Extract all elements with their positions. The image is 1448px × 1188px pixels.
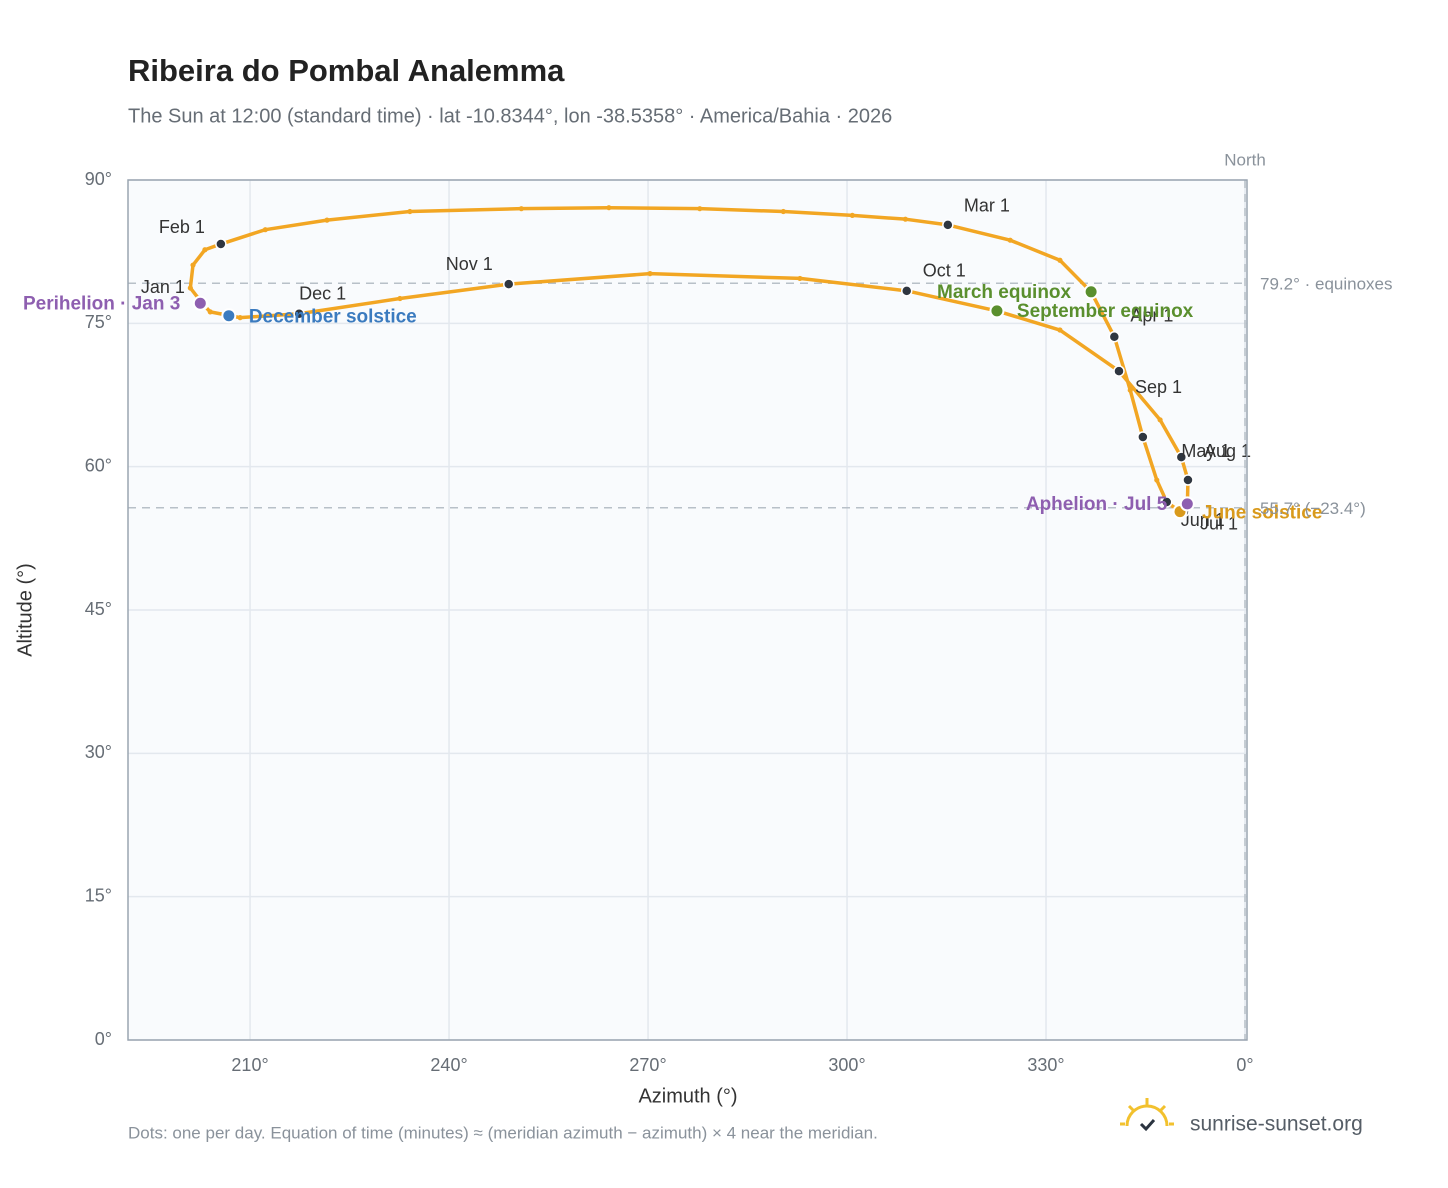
day-dot <box>187 285 193 291</box>
day-dot <box>1127 387 1133 393</box>
y-tick-label: 15° <box>85 885 112 905</box>
day-dot <box>606 205 612 211</box>
event-marker <box>1179 496 1195 512</box>
day-dot <box>407 208 413 215</box>
grid <box>128 179 1247 1041</box>
chart-title: Ribeira do Pombal Analemma <box>128 53 565 88</box>
day-dot <box>797 275 803 282</box>
analemma-line <box>188 205 1190 514</box>
day-dot <box>190 262 196 268</box>
month-marker <box>1175 451 1188 463</box>
y-tick-label: 60° <box>85 455 112 475</box>
day-dot <box>647 271 653 277</box>
day-dot <box>902 216 908 222</box>
y-tick-label: 30° <box>85 742 112 762</box>
event-label: September equinox <box>1017 301 1194 322</box>
y-tick-label: 45° <box>85 599 112 619</box>
month-label: Sep 1 <box>1135 377 1182 397</box>
event-label: December solstice <box>249 307 417 328</box>
day-dot <box>1154 477 1160 483</box>
day-dot <box>780 208 786 215</box>
month-label: Apr 1 <box>1130 305 1173 325</box>
x-tick-label: 240° <box>430 1055 467 1075</box>
month-label: May 1 <box>1181 441 1230 461</box>
month-marker <box>942 219 954 231</box>
month-label: Oct 1 <box>923 261 966 281</box>
day-dot <box>1057 257 1063 263</box>
event-marker <box>221 308 237 324</box>
month-marker <box>215 238 227 250</box>
day-dot <box>849 212 855 218</box>
event-marker <box>192 295 208 311</box>
day-dot <box>697 206 703 212</box>
month-marker <box>1182 474 1194 486</box>
reference-label: 55.7° (−23.4°) <box>1260 499 1366 518</box>
x-tick-label: 0° <box>1236 1055 1253 1075</box>
day-dot <box>324 217 330 223</box>
day-dot <box>397 295 403 302</box>
event-marker <box>989 303 1005 319</box>
month-label: Jul 1 <box>1200 513 1238 533</box>
day-dot <box>262 227 268 233</box>
month-label: Feb 1 <box>159 217 205 237</box>
month-marker <box>1137 431 1149 443</box>
x-tick-label: 300° <box>828 1055 865 1075</box>
day-dot <box>237 315 243 321</box>
x-axis-label: Azimuth (°) <box>638 1085 737 1107</box>
day-dot <box>1157 417 1163 423</box>
y-tick-label: 90° <box>85 169 112 189</box>
brand: sunrise-sunset.org <box>1190 1113 1363 1136</box>
day-dot <box>207 309 213 315</box>
month-label: Jun 1 <box>1181 510 1225 530</box>
day-dot <box>1007 237 1013 243</box>
north-label: North <box>1224 150 1266 169</box>
day-dot <box>518 206 524 212</box>
month-label: Aug 1 <box>1204 441 1251 461</box>
month-marker <box>502 278 515 290</box>
month-marker <box>293 308 305 320</box>
plot-frame <box>127 179 1248 1041</box>
event-label: Aphelion · Jul 5 <box>1026 494 1168 515</box>
event-label: March equinox <box>937 282 1072 303</box>
reference-label: 79.2° · equinoxes <box>1260 275 1393 294</box>
event-label: Perihelion · Jan 3 <box>23 293 180 314</box>
month-marker <box>1113 365 1125 377</box>
event-marker <box>1083 284 1099 300</box>
day-dot <box>1057 327 1063 333</box>
event-label: June solstice <box>1202 503 1322 524</box>
y-axis-label: Altitude (°) <box>14 563 36 657</box>
footnote: Dots: one per day. Equation of time (min… <box>128 1123 878 1142</box>
y-tick-label: 0° <box>95 1029 112 1049</box>
month-marker <box>900 285 913 297</box>
x-tick-label: 270° <box>629 1055 666 1075</box>
month-label: Dec 1 <box>299 284 346 304</box>
x-tick-label: 330° <box>1027 1055 1064 1075</box>
brand-logo <box>1120 1098 1174 1132</box>
month-label: Jan 1 <box>141 277 185 297</box>
month-marker <box>1160 496 1173 508</box>
month-label: Mar 1 <box>964 196 1010 216</box>
day-dot <box>202 247 208 253</box>
chart-subtitle: The Sun at 12:00 (standard time) · lat -… <box>128 105 892 127</box>
x-tick-label: 210° <box>231 1055 268 1075</box>
month-marker <box>1108 330 1121 343</box>
y-tick-label: 75° <box>85 312 112 332</box>
month-label: Nov 1 <box>446 254 493 274</box>
